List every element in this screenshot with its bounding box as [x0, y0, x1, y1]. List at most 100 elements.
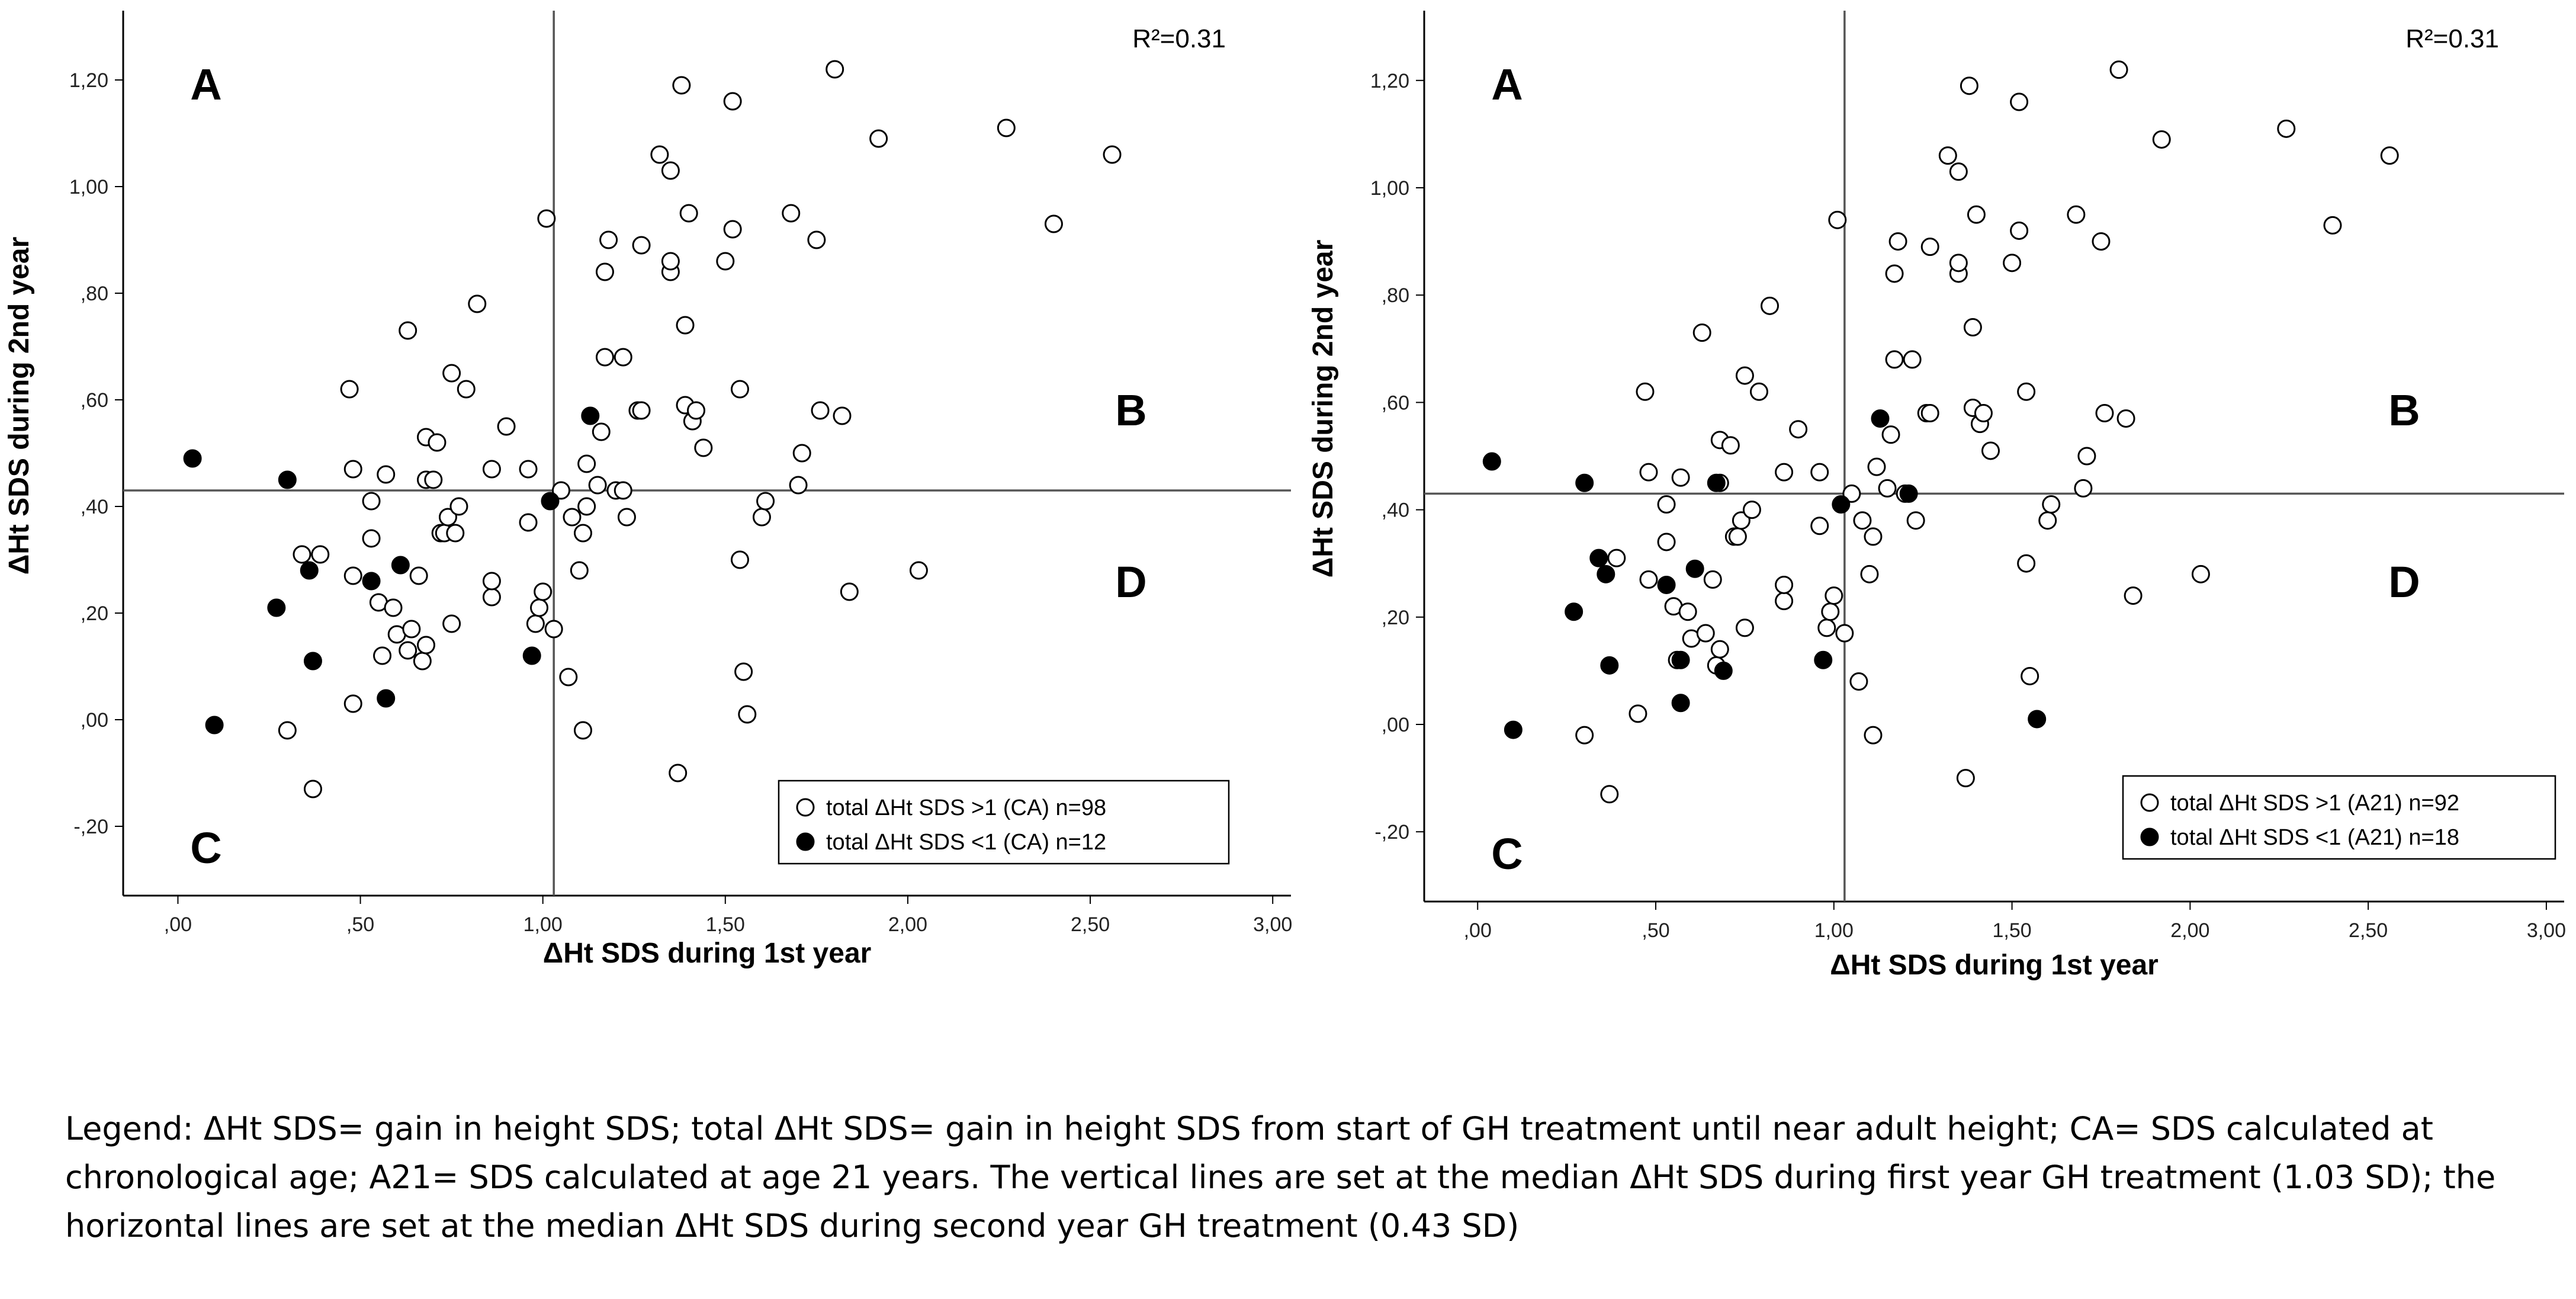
open-data-point [519, 513, 538, 532]
open-data-point [723, 220, 742, 239]
open-data-point [534, 582, 553, 601]
open-data-point [2077, 447, 2096, 466]
open-data-point [661, 161, 680, 180]
y-tick-label: 1,00 [1370, 177, 1409, 200]
open-data-point [1849, 672, 1868, 691]
x-axis-title: ΔHt SDS during 1st year [1830, 950, 2159, 981]
filled-data-point [1814, 650, 1833, 669]
open-data-point [1885, 350, 1904, 369]
filled-data-point [183, 449, 202, 468]
filled-data-point [1832, 495, 1851, 514]
filled-data-point [1871, 409, 1890, 428]
y-tick-label: 1,20 [69, 69, 108, 92]
y-tick-label: ,80 [1382, 284, 1409, 307]
y-tick-label: ,00 [81, 709, 108, 732]
open-data-point [1600, 785, 1619, 804]
open-data-point [497, 417, 516, 436]
open-data-point [1703, 570, 1722, 589]
x-tick-label: 2,50 [1071, 913, 1110, 936]
open-data-point [468, 294, 487, 313]
x-tick-label: 3,00 [2527, 919, 2566, 942]
y-tick-label: ,40 [1382, 499, 1409, 522]
open-data-point [409, 566, 428, 585]
open-data-point [1853, 511, 1872, 530]
legend-filled-marker [2140, 827, 2159, 846]
open-data-point [577, 454, 596, 473]
y-tick-label: ,60 [81, 389, 108, 412]
open-data-point [1817, 618, 1836, 637]
open-data-point [559, 668, 578, 687]
open-data-point [530, 598, 549, 617]
y-axis-title: ΔHt SDS during 2nd year [1308, 240, 1339, 578]
open-data-point [1639, 463, 1658, 482]
filled-data-point [1707, 473, 1726, 492]
filled-data-point [1899, 484, 1918, 503]
open-data-point [1696, 624, 1715, 643]
open-data-point [278, 721, 297, 740]
filled-data-point [1685, 559, 1704, 578]
open-data-point [1749, 382, 1768, 401]
open-data-point [340, 380, 359, 399]
quadrant-label-d: D [2388, 557, 2420, 607]
open-data-point [2010, 221, 2029, 240]
open-data-point [424, 470, 443, 489]
open-data-point [2021, 666, 2039, 685]
scatter-panel-a21: ,00 ,50 1,00 1,50 2,00 2,50 3,00 -,20 ,00 ,20 ,40,… [1308, 11, 2566, 981]
filled-data-point [1482, 452, 1501, 471]
open-data-point [734, 662, 753, 681]
open-data-point [1920, 404, 1939, 423]
open-data-point [1903, 350, 1922, 369]
open-data-point [428, 433, 447, 452]
open-data-point [1881, 425, 1900, 444]
filled-data-point [267, 598, 286, 617]
open-data-point [416, 636, 435, 655]
open-data-point [738, 705, 757, 724]
open-data-point [1949, 162, 1968, 181]
open-data-point [811, 401, 830, 420]
open-data-point [1742, 501, 1761, 519]
open-data-point [669, 764, 688, 782]
legend-entry: total ΔHt SDS >1 (CA) n=98 [826, 796, 1106, 820]
x-tick-label: 1,50 [706, 913, 745, 936]
filled-data-point [278, 470, 297, 489]
open-data-point [679, 204, 698, 223]
open-data-point [2277, 119, 2296, 138]
open-data-point [1867, 457, 1886, 476]
open-data-point [840, 582, 859, 601]
y-tick-label: ,80 [81, 283, 108, 305]
open-data-point [1657, 495, 1676, 514]
filled-data-point [581, 406, 600, 425]
open-data-point [482, 460, 501, 479]
y-tick-label: ,00 [1382, 714, 1409, 736]
open-data-point [2010, 92, 2029, 111]
open-data-point [457, 380, 476, 399]
legend-entry: total ΔHt SDS <1 (A21) n=18 [2170, 825, 2459, 850]
open-data-point [617, 508, 636, 527]
open-data-point [687, 401, 706, 420]
open-data-point [438, 508, 457, 527]
legend-open-marker [796, 798, 815, 817]
legend-entry: total ΔHt SDS >1 (A21) n=92 [2170, 791, 2459, 816]
open-data-point [343, 694, 362, 713]
open-data-point [552, 481, 570, 500]
open-data-point [2380, 146, 2399, 165]
open-data-point [343, 566, 362, 585]
open-data-point [1974, 404, 1993, 423]
open-data-point [1761, 296, 1780, 315]
open-data-point [1981, 441, 2000, 460]
open-data-point [399, 321, 417, 340]
open-data-point [377, 465, 396, 484]
open-data-point [807, 230, 826, 249]
open-data-point [730, 380, 749, 399]
open-data-point [1835, 624, 1854, 643]
open-data-point [676, 316, 695, 335]
open-data-point [442, 614, 461, 633]
open-data-point [1636, 382, 1655, 401]
quadrant-label-a: A [1491, 60, 1523, 109]
y-tick-label: 1,00 [69, 176, 108, 198]
open-data-point [1103, 145, 1122, 164]
open-data-point [1960, 76, 1978, 95]
open-data-point [1920, 238, 1939, 256]
filled-data-point [541, 492, 560, 511]
open-data-point [1810, 463, 1829, 482]
